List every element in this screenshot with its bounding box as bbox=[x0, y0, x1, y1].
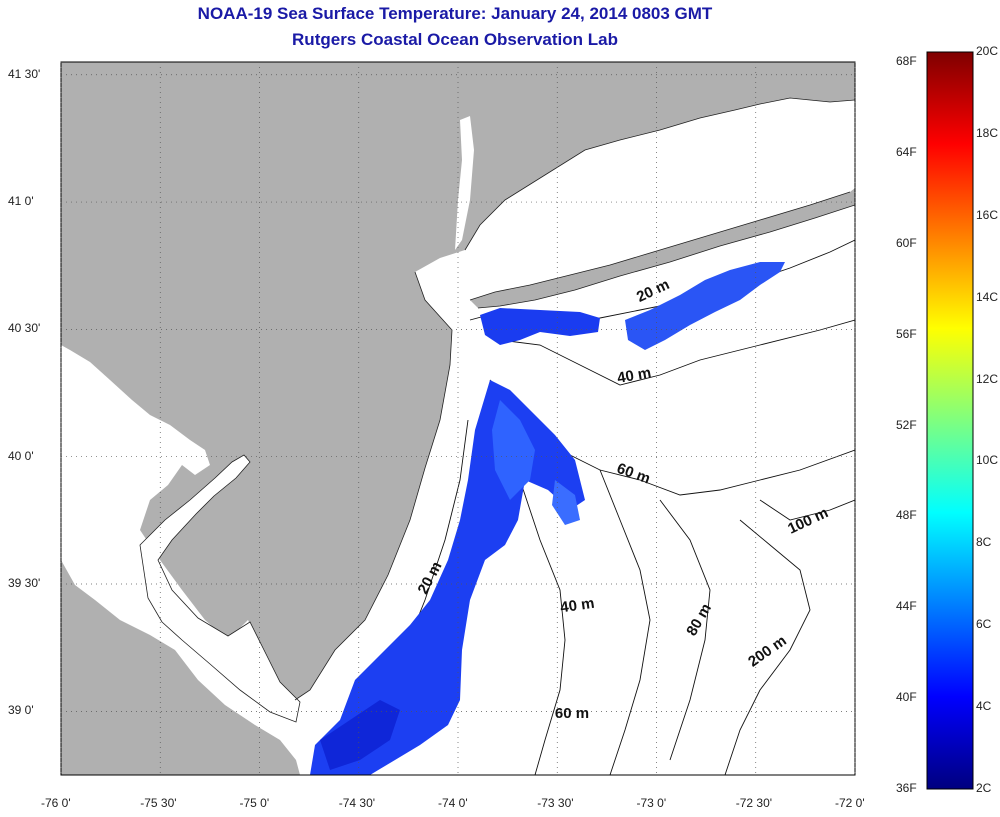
colorbar-celsius-label: 14C bbox=[976, 289, 999, 304]
isobath-lines bbox=[339, 239, 855, 775]
longitude-tick-label: -72 0' bbox=[835, 796, 865, 810]
delaware-bay bbox=[139, 454, 301, 723]
colorbar bbox=[926, 51, 974, 790]
map-subtitle: Rutgers Coastal Ocean Observation Lab bbox=[292, 30, 618, 49]
isobath-label: 40 m bbox=[559, 595, 595, 617]
map-title: NOAA-19 Sea Surface Temperature: January… bbox=[197, 4, 713, 23]
colorbar-fahrenheit-label: 36F bbox=[896, 781, 917, 795]
colorbar-fahrenheit-label: 60F bbox=[896, 235, 917, 250]
longitude-tick-label: -73 30' bbox=[537, 796, 574, 810]
colorbar-fahrenheit-label: 40F bbox=[896, 690, 917, 705]
colorbar-celsius-label: 10C bbox=[976, 453, 999, 468]
colorbar-celsius-label: 8C bbox=[976, 535, 992, 550]
coastline bbox=[294, 97, 855, 701]
longitude-tick-label: -74 30' bbox=[338, 796, 376, 810]
latitude-tick-label: 40 30' bbox=[8, 321, 41, 336]
colorbar-fahrenheit-label: 56F bbox=[896, 326, 917, 341]
latitude-tick-label: 40 0' bbox=[8, 448, 34, 463]
longitude-tick-label: -72 30' bbox=[735, 796, 773, 810]
colorbar-fahrenheit-label: 52F bbox=[896, 417, 917, 432]
colorbar-celsius-label: 12C bbox=[976, 371, 999, 386]
sst-patches bbox=[310, 262, 785, 775]
colorbar-fahrenheit-label: 64F bbox=[896, 144, 917, 159]
longitude-tick-label: -75 0' bbox=[239, 796, 270, 810]
hudson-river bbox=[455, 116, 474, 250]
latitude-tick-label: 39 0' bbox=[8, 703, 34, 718]
longitude-tick-label: -74 0' bbox=[438, 796, 468, 810]
colorbar-celsius-label: 2C bbox=[976, 781, 992, 795]
isobath-label: 40 m bbox=[616, 364, 653, 387]
latitude-tick-label: 41 30' bbox=[8, 66, 41, 81]
latitude-tick-label: 39 30' bbox=[8, 576, 41, 591]
colorbar-celsius-label: 20C bbox=[976, 44, 999, 58]
colorbar-fahrenheit-label: 44F bbox=[896, 599, 917, 614]
colorbar-celsius-label: 18C bbox=[976, 125, 999, 140]
colorbar-fahrenheit-label: 48F bbox=[896, 508, 917, 523]
longitude-tick-label: -76 0' bbox=[41, 796, 71, 810]
colorbar-celsius-label: 4C bbox=[976, 699, 992, 714]
land-new-jersey bbox=[61, 62, 855, 700]
land-delaware bbox=[61, 560, 300, 775]
longitude-tick-label: -73 0' bbox=[636, 796, 667, 810]
colorbar-celsius-label: 16C bbox=[976, 207, 999, 222]
isobath-label: 60 m bbox=[555, 705, 589, 722]
latitude-tick-label: 41 0' bbox=[8, 194, 34, 209]
colorbar-fahrenheit-label: 68F bbox=[896, 54, 917, 68]
land-long-island bbox=[470, 188, 855, 308]
colorbar-celsius-label: 6C bbox=[976, 617, 992, 632]
longitude-tick-label: -75 30' bbox=[140, 796, 177, 810]
